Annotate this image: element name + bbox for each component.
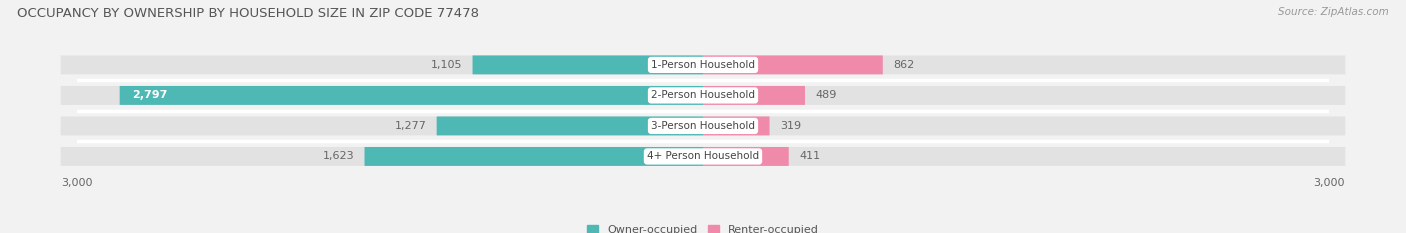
Text: 411: 411	[799, 151, 820, 161]
Text: 4+ Person Household: 4+ Person Household	[647, 151, 759, 161]
Text: Source: ZipAtlas.com: Source: ZipAtlas.com	[1278, 7, 1389, 17]
Text: 489: 489	[815, 90, 837, 100]
Text: 1,623: 1,623	[322, 151, 354, 161]
Text: 1,105: 1,105	[430, 60, 463, 70]
Text: 862: 862	[893, 60, 914, 70]
Legend: Owner-occupied, Renter-occupied: Owner-occupied, Renter-occupied	[582, 221, 824, 233]
Text: 3-Person Household: 3-Person Household	[651, 121, 755, 131]
FancyBboxPatch shape	[437, 116, 703, 135]
Text: 2,797: 2,797	[132, 90, 167, 100]
FancyBboxPatch shape	[703, 55, 883, 74]
FancyBboxPatch shape	[703, 86, 806, 105]
FancyBboxPatch shape	[472, 55, 703, 74]
FancyBboxPatch shape	[60, 116, 1346, 135]
Text: OCCUPANCY BY OWNERSHIP BY HOUSEHOLD SIZE IN ZIP CODE 77478: OCCUPANCY BY OWNERSHIP BY HOUSEHOLD SIZE…	[17, 7, 479, 20]
Text: 1,277: 1,277	[394, 121, 426, 131]
FancyBboxPatch shape	[364, 147, 703, 166]
Text: 2-Person Household: 2-Person Household	[651, 90, 755, 100]
FancyBboxPatch shape	[703, 116, 769, 135]
FancyBboxPatch shape	[60, 86, 1346, 105]
Text: 1-Person Household: 1-Person Household	[651, 60, 755, 70]
FancyBboxPatch shape	[60, 55, 1346, 74]
FancyBboxPatch shape	[703, 147, 789, 166]
Text: 319: 319	[780, 121, 801, 131]
FancyBboxPatch shape	[60, 147, 1346, 166]
FancyBboxPatch shape	[120, 86, 703, 105]
